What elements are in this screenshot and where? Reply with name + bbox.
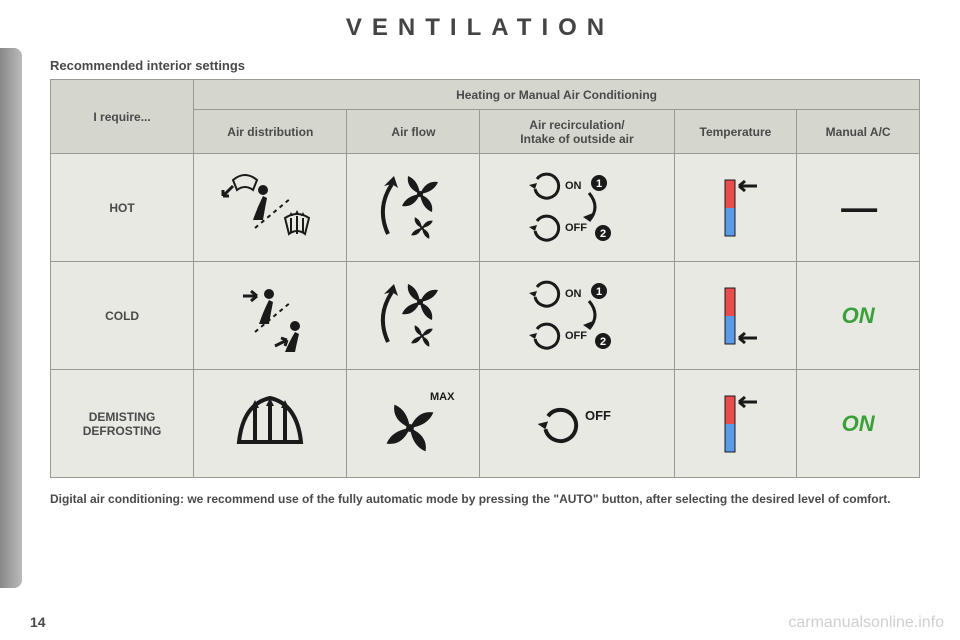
cell-cold-airflow: [347, 262, 480, 370]
temp-hot-icon: [695, 384, 775, 464]
off-label: OFF: [585, 408, 611, 423]
subtitle: Recommended interior settings: [50, 58, 920, 73]
cell-demist-distribution: [194, 370, 347, 478]
side-tab: [0, 48, 22, 588]
cell-hot-recirc: ON 1 OFF 2: [480, 154, 674, 262]
off-label: OFF: [565, 330, 587, 342]
windshield-defrost-icon: [215, 384, 325, 464]
temp-cold-icon: [695, 276, 775, 356]
watermark: carmanualsonline.info: [788, 614, 944, 632]
cell-cold-recirc: ON 1 OFF 2: [480, 262, 674, 370]
on-label: ON: [565, 288, 582, 300]
cell-demist-temp: [674, 370, 797, 478]
cell-cold-temp: [674, 262, 797, 370]
num-1: 1: [596, 178, 602, 190]
recirc-on-off-icon: ON 1 OFF 2: [497, 163, 657, 253]
row-label-demist: DEMISTING DEFROSTING: [51, 370, 194, 478]
header-temperature: Temperature: [674, 110, 797, 154]
header-require: I require...: [51, 80, 194, 154]
ac-dash: —: [841, 187, 875, 228]
cell-hot-temp: [674, 154, 797, 262]
cell-hot-airflow: [347, 154, 480, 262]
cell-demist-recirc: OFF: [480, 370, 674, 478]
max-label: MAX: [430, 391, 455, 403]
page-title: VENTILATION: [0, 0, 960, 50]
table-row: DEMISTING DEFROSTING: [51, 370, 920, 478]
header-air-flow: Air flow: [347, 110, 480, 154]
recirc-on-off-icon: ON 1 OFF 2: [497, 271, 657, 361]
page-number: 14: [30, 614, 46, 630]
table-row: COLD: [51, 262, 920, 370]
cell-cold-distribution: [194, 262, 347, 370]
cell-hot-ac: —: [797, 154, 920, 262]
settings-table: I require... Heating or Manual Air Condi…: [50, 79, 920, 478]
footnote: Digital air conditioning: we recommend u…: [50, 492, 920, 508]
cell-cold-ac: ON: [797, 262, 920, 370]
header-air-distribution: Air distribution: [194, 110, 347, 154]
row-label-cold: COLD: [51, 262, 194, 370]
air-dist-cold-icon: [215, 276, 325, 356]
num-1: 1: [596, 286, 602, 298]
fan-max-icon: MAX: [368, 384, 458, 464]
cell-demist-airflow: MAX: [347, 370, 480, 478]
air-dist-hot-icon: [215, 168, 325, 248]
table-row: HOT: [51, 154, 920, 262]
fan-increase-icon: [368, 276, 458, 356]
cell-hot-distribution: [194, 154, 347, 262]
temp-hot-icon: [695, 168, 775, 248]
ac-on: ON: [842, 303, 875, 328]
table-header-row: I require... Heating or Manual Air Condi…: [51, 80, 920, 110]
header-air-recirc: Air recirculation/ Intake of outside air: [480, 110, 674, 154]
recirc-off-icon: OFF: [497, 384, 657, 464]
ac-on: ON: [842, 411, 875, 436]
num-2: 2: [600, 336, 606, 348]
content-area: Recommended interior settings I require.…: [50, 58, 920, 508]
num-2: 2: [600, 228, 606, 240]
on-label: ON: [565, 180, 582, 192]
fan-increase-icon: [368, 168, 458, 248]
row-label-hot: HOT: [51, 154, 194, 262]
off-label: OFF: [565, 222, 587, 234]
header-group: Heating or Manual Air Conditioning: [194, 80, 920, 110]
cell-demist-ac: ON: [797, 370, 920, 478]
header-manual-ac: Manual A/C: [797, 110, 920, 154]
